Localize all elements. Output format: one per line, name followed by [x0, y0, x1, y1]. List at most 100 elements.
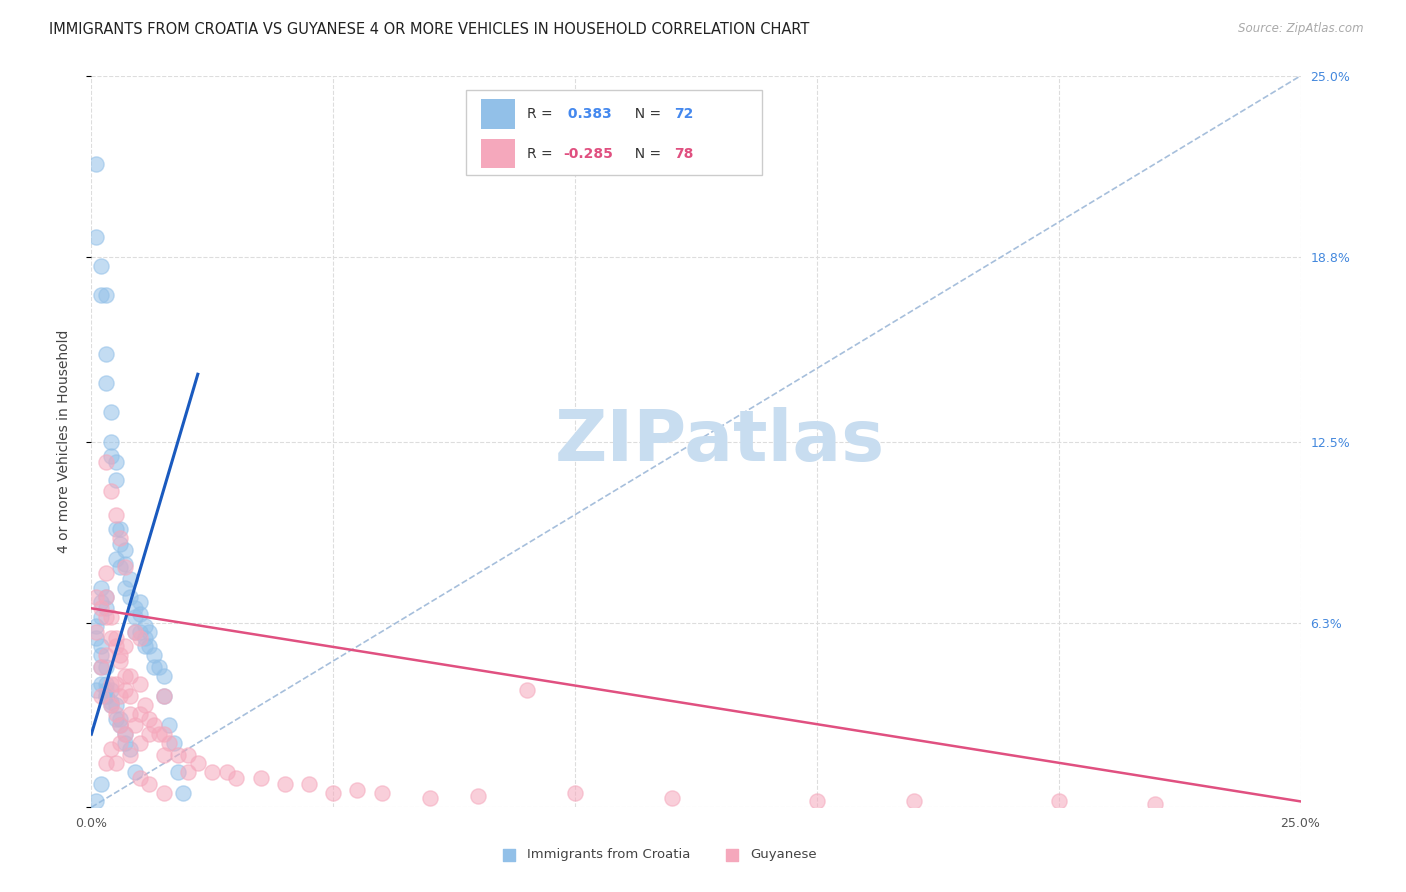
Point [100, 484, 122, 499]
Point [110, 718, 132, 732]
Point [94, 566, 117, 581]
Point [162, 736, 184, 750]
Point [94, 590, 117, 604]
Point [120, 706, 142, 721]
Point [661, 791, 683, 805]
Point [225, 771, 247, 785]
Text: Guyanese: Guyanese [751, 848, 817, 862]
Point [114, 640, 136, 654]
Point [84, 619, 107, 633]
Point [84, 590, 107, 604]
Point [128, 624, 150, 639]
Point [138, 777, 160, 791]
Point [516, 683, 538, 698]
Point [128, 736, 150, 750]
Y-axis label: 4 or more Vehicles in Household: 4 or more Vehicles in Household [56, 330, 70, 553]
Point [167, 747, 190, 762]
Point [128, 595, 150, 609]
Point [90, 640, 112, 654]
Point [110, 736, 132, 750]
Point [104, 522, 127, 536]
Point [90, 660, 112, 674]
Text: 0.383: 0.383 [562, 107, 612, 121]
Point [143, 648, 166, 662]
Point [128, 677, 150, 691]
Text: 72: 72 [675, 107, 693, 121]
Point [153, 668, 176, 682]
Point [104, 756, 127, 771]
Point [110, 654, 132, 668]
Text: R =: R = [527, 107, 557, 121]
Point [124, 718, 146, 732]
Point [110, 537, 132, 551]
Point [1047, 794, 1070, 808]
Point [143, 660, 166, 674]
Point [249, 771, 271, 785]
Point [124, 765, 146, 780]
Text: N =: N = [626, 107, 665, 121]
Point [90, 601, 112, 615]
Point [104, 640, 127, 654]
Point [94, 590, 117, 604]
Point [177, 765, 200, 780]
Point [114, 668, 136, 682]
Point [120, 689, 142, 703]
Point [110, 689, 132, 703]
Text: Immigrants from Croatia: Immigrants from Croatia [527, 848, 690, 862]
Point [90, 610, 112, 624]
Point [172, 786, 194, 800]
Point [124, 624, 146, 639]
Point [124, 610, 146, 624]
Point [94, 347, 117, 361]
Point [419, 791, 441, 805]
Point [94, 648, 117, 662]
Text: IMMIGRANTS FROM CROATIA VS GUYANESE 4 OR MORE VEHICLES IN HOUSEHOLD CORRELATION : IMMIGRANTS FROM CROATIA VS GUYANESE 4 OR… [49, 22, 810, 37]
Point [153, 727, 176, 741]
Point [346, 782, 368, 797]
Bar [481, 139, 515, 169]
Point [143, 718, 166, 732]
Point [298, 777, 321, 791]
Point [322, 786, 344, 800]
Point [564, 786, 586, 800]
Point [148, 660, 170, 674]
Point [100, 677, 122, 691]
Point [153, 786, 176, 800]
Text: N =: N = [626, 146, 665, 161]
Point [84, 794, 107, 808]
Point [94, 689, 117, 703]
Point [114, 683, 136, 698]
Point [128, 631, 150, 645]
Point [467, 789, 489, 803]
Point [110, 531, 132, 545]
Point [84, 624, 107, 639]
Point [100, 683, 122, 698]
Point [94, 683, 117, 698]
Point [94, 376, 117, 390]
Point [215, 765, 238, 780]
Point [90, 689, 112, 703]
Point [90, 660, 112, 674]
Point [84, 631, 107, 645]
Point [104, 631, 127, 645]
Point [1144, 797, 1167, 812]
Point [94, 288, 117, 302]
Point [100, 698, 122, 712]
Point [94, 677, 117, 691]
Point [138, 727, 160, 741]
Point [104, 706, 127, 721]
Point [90, 259, 112, 273]
Point [138, 624, 160, 639]
Point [84, 229, 107, 244]
Text: R =: R = [527, 146, 557, 161]
Point [94, 610, 117, 624]
Point [157, 718, 180, 732]
Point [90, 288, 112, 302]
Point [370, 786, 392, 800]
Point [104, 508, 127, 522]
Point [94, 455, 117, 469]
Point [90, 648, 112, 662]
Point [201, 765, 224, 780]
Point [114, 558, 136, 572]
Point [100, 405, 122, 419]
